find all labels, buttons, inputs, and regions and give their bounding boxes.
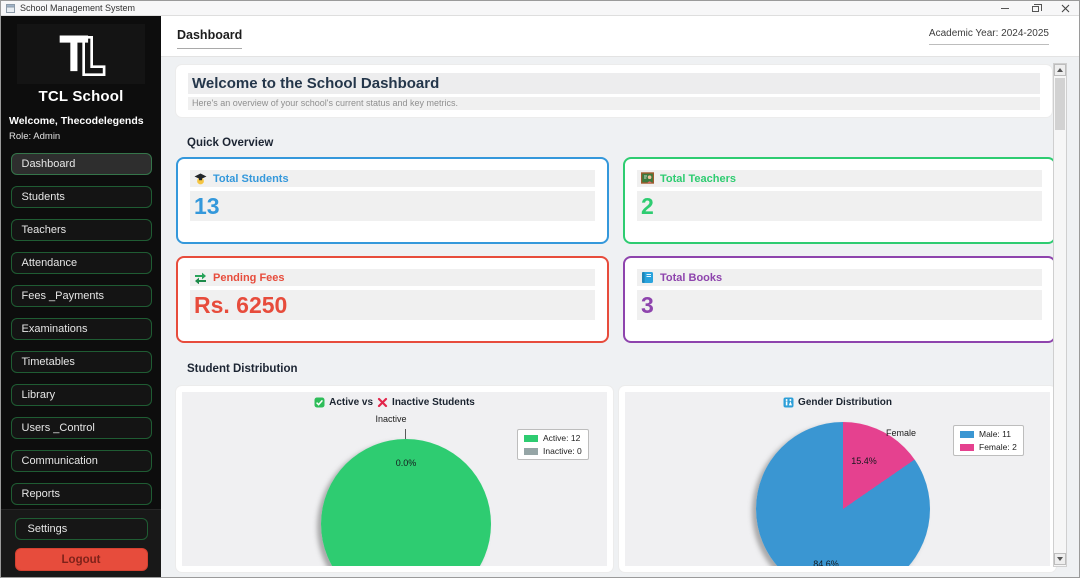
total-teachers-card: Total Teachers 2 (623, 157, 1056, 244)
total-teachers-label: Total Teachers (660, 172, 737, 185)
total-students-value: 13 (190, 191, 595, 221)
active-inactive-chart-title: Active vs Inactive Students (182, 397, 607, 408)
gender-chart-card: Gender Distribution Female 15.4% 84.6% M… (619, 386, 1056, 572)
male-swatch (960, 430, 974, 438)
legend-item-female: Female: 2 (960, 442, 1017, 452)
chart1-leader-line (405, 429, 406, 439)
welcome-subtitle: Here's an overview of your school's curr… (188, 97, 1040, 110)
total-students-label: Total Students (213, 172, 289, 185)
check-icon (314, 397, 325, 408)
gender-pie (756, 422, 930, 566)
close-icon (1061, 4, 1069, 13)
active-swatch (524, 434, 538, 442)
chart1-pct-inactive: 0.0% (395, 458, 417, 468)
sidebar-item-examinations[interactable]: Examinations (10, 318, 152, 340)
chart2-legend: Male: 11 Female: 2 (953, 425, 1024, 456)
main-area: Dashboard Academic Year: 2024-2025 Welco… (161, 16, 1079, 577)
inactive-swatch (524, 447, 538, 455)
active-inactive-pie (321, 439, 491, 566)
x-icon (377, 397, 388, 408)
quick-overview-heading: Quick Overview (187, 137, 274, 149)
pending-fees-card: Pending Fees Rs. 6250 (176, 256, 609, 343)
legend-item-active: Active: 12 (524, 433, 582, 443)
minimize-button[interactable] (999, 3, 1011, 15)
student-icon (194, 173, 207, 185)
chart2-title-text: Gender Distribution (798, 397, 892, 408)
sidebar-item-attendance[interactable]: Attendance (10, 252, 152, 274)
legend-item-male: Male: 11 (960, 429, 1017, 439)
welcome-title: Welcome to the School Dashboard (188, 73, 1040, 94)
maximize-button[interactable] (1029, 3, 1042, 15)
chart2-pct-female: 15.4% (851, 456, 877, 466)
scrollbar-thumb[interactable] (1055, 78, 1065, 130)
chart2-pct-male: 84.6% (813, 559, 839, 566)
chart1-inactive-label: Inactive (375, 414, 407, 424)
school-logo (17, 24, 145, 84)
active-inactive-chart-card: Active vs Inactive Students Inactive 0.0… (176, 386, 613, 572)
logout-button[interactable]: Logout (14, 548, 148, 571)
main-header: Dashboard Academic Year: 2024-2025 (161, 16, 1079, 57)
page-title: Dashboard (177, 28, 243, 49)
sidebar-item-dashboard[interactable]: Dashboard (10, 153, 152, 175)
tcl-logo-icon (59, 35, 106, 76)
teacher-icon (641, 172, 654, 184)
gender-figure: Gender Distribution Female 15.4% 84.6% M… (625, 392, 1050, 566)
titlebar: School Management System (1, 1, 1079, 16)
settings-button[interactable]: Settings (14, 518, 148, 540)
restroom-icon (783, 397, 794, 408)
sidebar-item-students[interactable]: Students (10, 186, 152, 208)
scroll-up-arrow-icon[interactable] (1054, 64, 1066, 76)
pending-fees-label: Pending Fees (213, 271, 285, 284)
chart1-title-part2: Inactive Students (392, 397, 475, 408)
close-button[interactable] (1059, 3, 1071, 15)
fees-icon (195, 272, 206, 284)
window-title: School Management System (20, 3, 136, 13)
chart2-female-label: Female (885, 428, 917, 438)
welcome-banner: Welcome to the School Dashboard Here's a… (176, 65, 1052, 117)
book-icon (642, 272, 653, 283)
student-distribution-heading: Student Distribution (187, 363, 298, 375)
sidebar-item-communication[interactable]: Communication (10, 450, 152, 472)
dashboard-content: Welcome to the School Dashboard Here's a… (161, 57, 1079, 577)
gender-chart-title: Gender Distribution (625, 397, 1050, 408)
academic-year-label: Academic Year: 2024-2025 (928, 28, 1049, 45)
active-inactive-figure: Active vs Inactive Students Inactive 0.0… (182, 392, 607, 566)
chart1-legend: Active: 12 Inactive: 0 (517, 429, 589, 460)
sidebar: TCL School Welcome, Thecodelegends Role:… (1, 16, 161, 577)
app-icon (6, 3, 15, 13)
pending-fees-value: Rs. 6250 (190, 290, 595, 320)
sidebar-item-users-control[interactable]: Users _Control (10, 417, 152, 439)
sidebar-item-reports[interactable]: Reports (10, 483, 152, 505)
sidebar-item-teachers[interactable]: Teachers (10, 219, 152, 241)
total-books-card: Total Books 3 (623, 256, 1056, 343)
chart1-title-part1: Active vs (329, 397, 374, 408)
school-name: TCL School (38, 88, 124, 105)
total-books-value: 3 (637, 290, 1042, 320)
sidebar-footer: Settings Logout (1, 509, 161, 577)
sidebar-nav: Dashboard Students Teachers Attendance F… (1, 153, 161, 505)
sidebar-role: Role: Admin (9, 131, 61, 142)
scroll-down-arrow-icon[interactable] (1054, 553, 1066, 565)
total-students-card: Total Students 13 (176, 157, 609, 244)
vertical-scrollbar[interactable] (1053, 63, 1067, 567)
female-swatch (960, 443, 974, 451)
total-teachers-value: 2 (637, 191, 1042, 221)
sidebar-welcome: Welcome, Thecodelegends (9, 115, 144, 127)
sidebar-item-fees-payments[interactable]: Fees _Payments (10, 285, 152, 307)
total-books-label: Total Books (660, 271, 723, 284)
legend-item-inactive: Inactive: 0 (524, 446, 582, 456)
sidebar-item-timetables[interactable]: Timetables (10, 351, 152, 373)
sidebar-item-library[interactable]: Library (10, 384, 152, 406)
